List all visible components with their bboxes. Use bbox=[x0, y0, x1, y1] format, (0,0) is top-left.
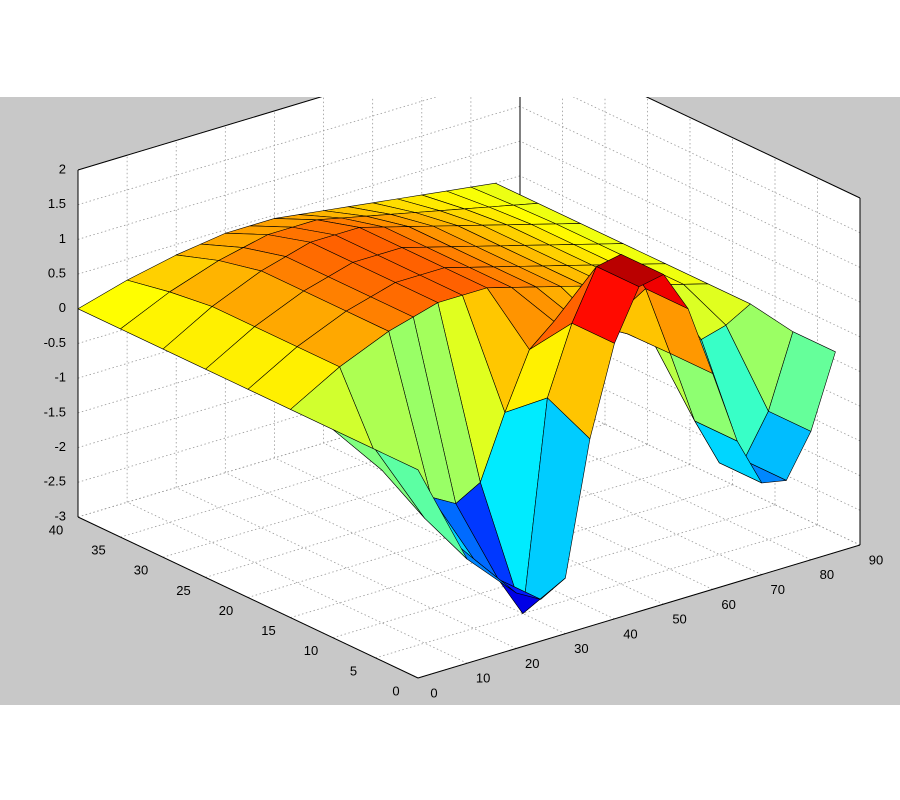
y-tick-label: 35 bbox=[91, 543, 105, 558]
grid-line bbox=[519, 106, 861, 268]
z-tick-label: 0 bbox=[59, 300, 66, 315]
y-tick-label: 15 bbox=[261, 623, 275, 638]
z-tick-label: 1 bbox=[59, 231, 66, 246]
grid-line bbox=[332, 504, 776, 639]
grid-line bbox=[176, 487, 517, 649]
y-tick-label: 40 bbox=[49, 522, 63, 537]
grid-line bbox=[126, 501, 468, 664]
grid-line bbox=[247, 464, 691, 598]
x-tick-label: 90 bbox=[869, 552, 883, 567]
y-tick-label: 5 bbox=[350, 663, 357, 678]
z-tick-label: -0.5 bbox=[44, 335, 66, 350]
x-tick-label: 30 bbox=[574, 641, 588, 656]
x-tick-label: 50 bbox=[672, 612, 686, 627]
z-tick-label: -3 bbox=[54, 508, 66, 523]
z-tick-label: -1.5 bbox=[44, 404, 66, 419]
x-tick-label: 40 bbox=[623, 626, 637, 641]
x-tick-label: 80 bbox=[820, 567, 834, 582]
z-tick-label: 1.5 bbox=[48, 196, 66, 211]
z-tick-label: 0.5 bbox=[48, 266, 66, 281]
y-tick-label: 20 bbox=[219, 603, 233, 618]
z-tick-label: -1 bbox=[54, 370, 66, 385]
surface-cell bbox=[375, 449, 468, 560]
grid-line bbox=[519, 140, 861, 303]
grid-line bbox=[519, 175, 861, 338]
y-tick-label: 0 bbox=[392, 683, 399, 698]
grid-line bbox=[519, 71, 861, 234]
x-tick-label: 10 bbox=[476, 671, 490, 686]
axis-line bbox=[77, 516, 419, 679]
axis-line bbox=[417, 544, 861, 679]
y-tick-label: 10 bbox=[304, 643, 318, 658]
x-tick-label: 0 bbox=[430, 685, 437, 700]
grid-line bbox=[290, 484, 733, 619]
z-tick-label: -2 bbox=[54, 439, 66, 454]
y-tick-label: 30 bbox=[134, 563, 148, 578]
grid-line bbox=[77, 140, 521, 275]
y-tick-label: 25 bbox=[176, 583, 190, 598]
z-tick-label: 2 bbox=[59, 161, 66, 176]
grid-line bbox=[375, 524, 818, 659]
grid-line bbox=[77, 106, 521, 240]
x-tick-label: 60 bbox=[721, 597, 735, 612]
x-tick-label: 70 bbox=[771, 582, 785, 597]
x-tick-label: 20 bbox=[525, 656, 539, 671]
top-margin bbox=[0, 0, 900, 97]
grid-line bbox=[225, 472, 566, 635]
z-tick-label: -2.5 bbox=[44, 474, 66, 489]
